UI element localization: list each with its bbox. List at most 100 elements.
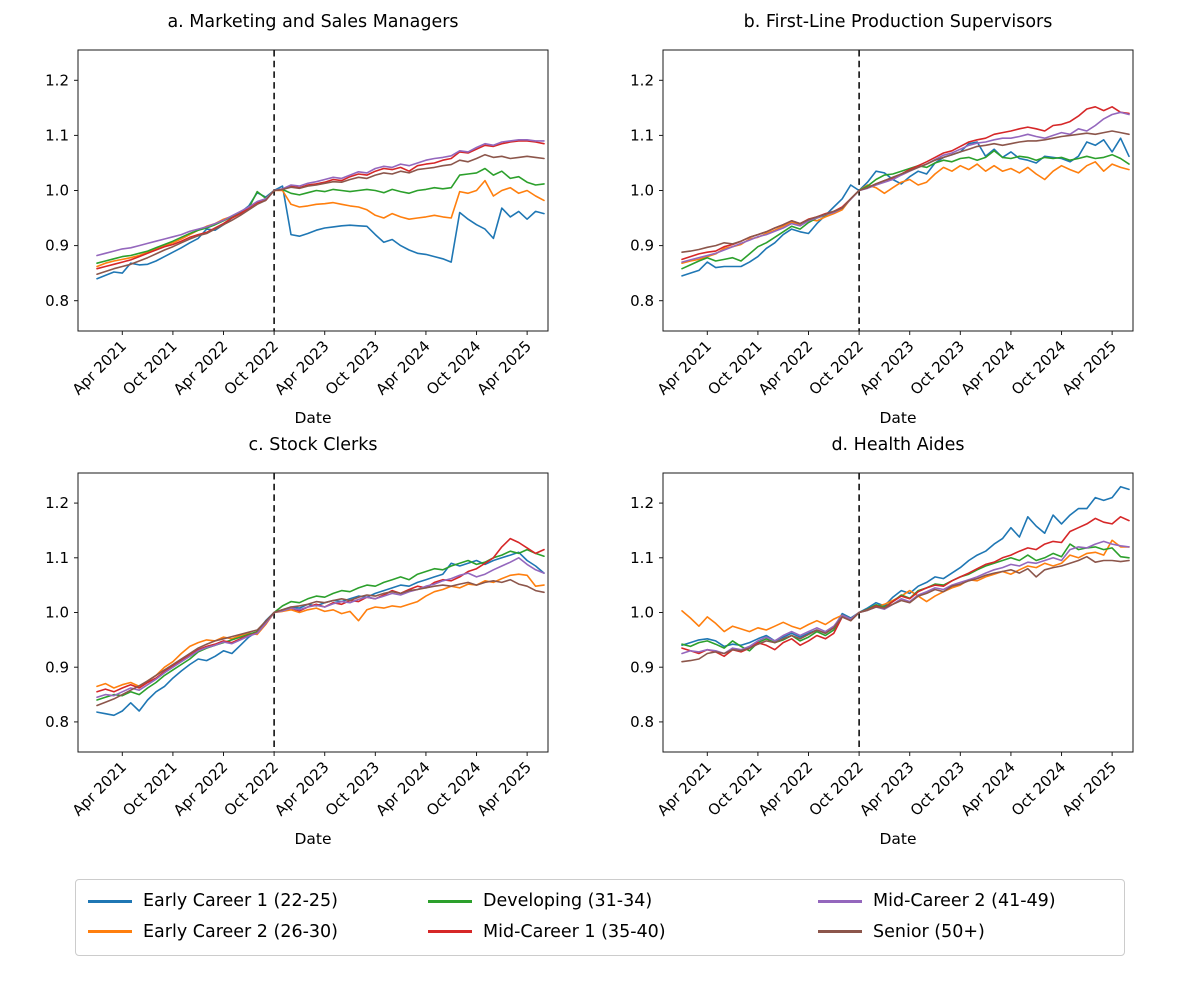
- series-line-c-1: [96, 573, 545, 689]
- x-tick-label-d: Apr 2022: [755, 758, 816, 819]
- series-line-d-4: [681, 540, 1130, 655]
- panel-a-title: a. Marketing and Sales Managers: [167, 12, 459, 32]
- x-tick-label-d: Apr 2023: [856, 758, 917, 819]
- x-tick-label-d: Apr 2021: [654, 758, 715, 819]
- y-tick-label-d: 1.0: [630, 604, 654, 622]
- x-tick-label-c: Apr 2025: [474, 758, 535, 819]
- y-tick-label-a: 1.1: [45, 127, 69, 145]
- x-tick-label-c: Oct 2023: [322, 758, 383, 819]
- x-tick-label-b: Apr 2022: [755, 337, 816, 398]
- x-tick-label-a: Apr 2023: [271, 337, 332, 398]
- x-tick-label-b: Apr 2021: [654, 337, 715, 398]
- series-line-b-5: [681, 130, 1130, 253]
- x-tick-label-b: Apr 2024: [957, 337, 1018, 398]
- y-tick-label-d: 0.8: [630, 713, 654, 731]
- x-tick-label-a: Apr 2025: [474, 337, 535, 398]
- x-tick-label-c: Apr 2024: [372, 758, 433, 819]
- y-tick-label-d: 1.1: [630, 549, 654, 567]
- x-tick-label-b: Oct 2021: [704, 337, 765, 398]
- x-tick-label-d: Oct 2022: [806, 758, 867, 819]
- y-tick-label-c: 1.2: [45, 494, 69, 512]
- panel-d-title: d. Health Aides: [831, 435, 965, 455]
- series-line-a-0: [96, 185, 545, 280]
- plot-border-c: [77, 472, 549, 753]
- panel-a-xlabel: Date: [294, 409, 332, 427]
- x-tick-label-b: Oct 2022: [806, 337, 867, 398]
- x-tick-label-c: Oct 2021: [119, 758, 180, 819]
- legend-label: Developing (31-34): [483, 891, 653, 912]
- legend-entry-2: Developing (31-34): [428, 891, 818, 911]
- legend-entry-4: Mid-Career 2 (41-49): [818, 891, 1124, 911]
- x-tick-label-c: Apr 2021: [69, 758, 130, 819]
- x-tick-label-c: Oct 2022: [221, 758, 282, 819]
- x-tick-label-b: Apr 2025: [1059, 337, 1120, 398]
- x-tick-label-a: Oct 2024: [423, 337, 484, 398]
- legend-line-sample-icon: [428, 930, 472, 934]
- series-line-a-3: [96, 140, 545, 270]
- x-tick-label-a: Apr 2021: [69, 337, 130, 398]
- legend-label: Mid-Career 2 (41-49): [873, 891, 1056, 912]
- y-tick-label-c: 0.9: [45, 658, 69, 676]
- y-tick-label-b: 1.2: [630, 71, 654, 89]
- y-tick-label-d: 1.2: [630, 494, 654, 512]
- y-tick-label-a: 1.0: [45, 182, 69, 200]
- series-line-d-0: [681, 485, 1130, 648]
- y-tick-label-c: 1.0: [45, 604, 69, 622]
- x-tick-label-c: Oct 2024: [423, 758, 484, 819]
- y-tick-label-b: 0.8: [630, 292, 654, 310]
- legend-line-sample-icon: [818, 930, 862, 934]
- x-tick-label-d: Oct 2024: [1008, 758, 1069, 819]
- y-tick-label-d: 0.9: [630, 658, 654, 676]
- legend-box: Early Career 1 (22-25) Early Career 2 (26…: [75, 879, 1125, 956]
- legend-label: Early Career 1 (22-25): [143, 891, 339, 912]
- x-tick-label-d: Apr 2025: [1059, 758, 1120, 819]
- legend-entry-3: Mid-Career 1 (35-40): [428, 922, 818, 942]
- x-tick-label-a: Apr 2024: [372, 337, 433, 398]
- series-line-c-4: [96, 556, 545, 699]
- y-tick-label-b: 1.1: [630, 127, 654, 145]
- panel-c-title: c. Stock Clerks: [248, 435, 378, 455]
- series-line-b-2: [681, 150, 1130, 270]
- panel-d-xlabel: Date: [879, 830, 917, 848]
- series-line-d-5: [681, 555, 1130, 663]
- series-line-b-3: [681, 106, 1130, 261]
- series-line-d-1: [681, 539, 1130, 633]
- y-tick-label-b: 0.9: [630, 237, 654, 255]
- x-tick-label-d: Oct 2023: [907, 758, 968, 819]
- plot-border-d: [662, 472, 1134, 753]
- series-line-b-4: [681, 111, 1130, 263]
- legend-label: Early Career 2 (26-30): [143, 921, 339, 942]
- series-line-c-2: [96, 548, 545, 701]
- x-tick-label-a: Apr 2022: [170, 337, 231, 398]
- x-tick-label-a: Oct 2021: [119, 337, 180, 398]
- y-tick-label-a: 1.2: [45, 71, 69, 89]
- plot-border-b: [662, 49, 1134, 332]
- panel-c-xlabel: Date: [294, 830, 332, 848]
- legend-label: Senior (50+): [873, 921, 985, 942]
- x-tick-label-a: Oct 2022: [221, 337, 282, 398]
- x-tick-label-b: Apr 2023: [856, 337, 917, 398]
- series-line-b-1: [681, 161, 1130, 265]
- x-tick-label-b: Oct 2023: [907, 337, 968, 398]
- y-tick-label-b: 1.0: [630, 182, 654, 200]
- legend-line-sample-icon: [88, 930, 132, 934]
- series-line-a-2: [96, 167, 545, 265]
- legend-entry-1: Early Career 2 (26-30): [88, 922, 428, 942]
- x-tick-label-a: Oct 2023: [322, 337, 383, 398]
- series-line-c-5: [96, 578, 545, 707]
- series-line-d-3: [681, 515, 1130, 658]
- legend-entry-0: Early Career 1 (22-25): [88, 891, 428, 911]
- x-tick-label-c: Apr 2022: [170, 758, 231, 819]
- x-tick-label-d: Apr 2024: [957, 758, 1018, 819]
- y-tick-label-c: 0.8: [45, 713, 69, 731]
- legend-line-sample-icon: [818, 899, 862, 903]
- x-tick-label-c: Apr 2023: [271, 758, 332, 819]
- series-line-c-0: [96, 551, 545, 717]
- panel-b-title: b. First-Line Production Supervisors: [743, 12, 1053, 32]
- x-tick-label-b: Oct 2024: [1008, 337, 1069, 398]
- x-tick-label-d: Oct 2021: [704, 758, 765, 819]
- plot-border-a: [77, 49, 549, 332]
- legend-entry-5: Senior (50+): [818, 922, 1124, 942]
